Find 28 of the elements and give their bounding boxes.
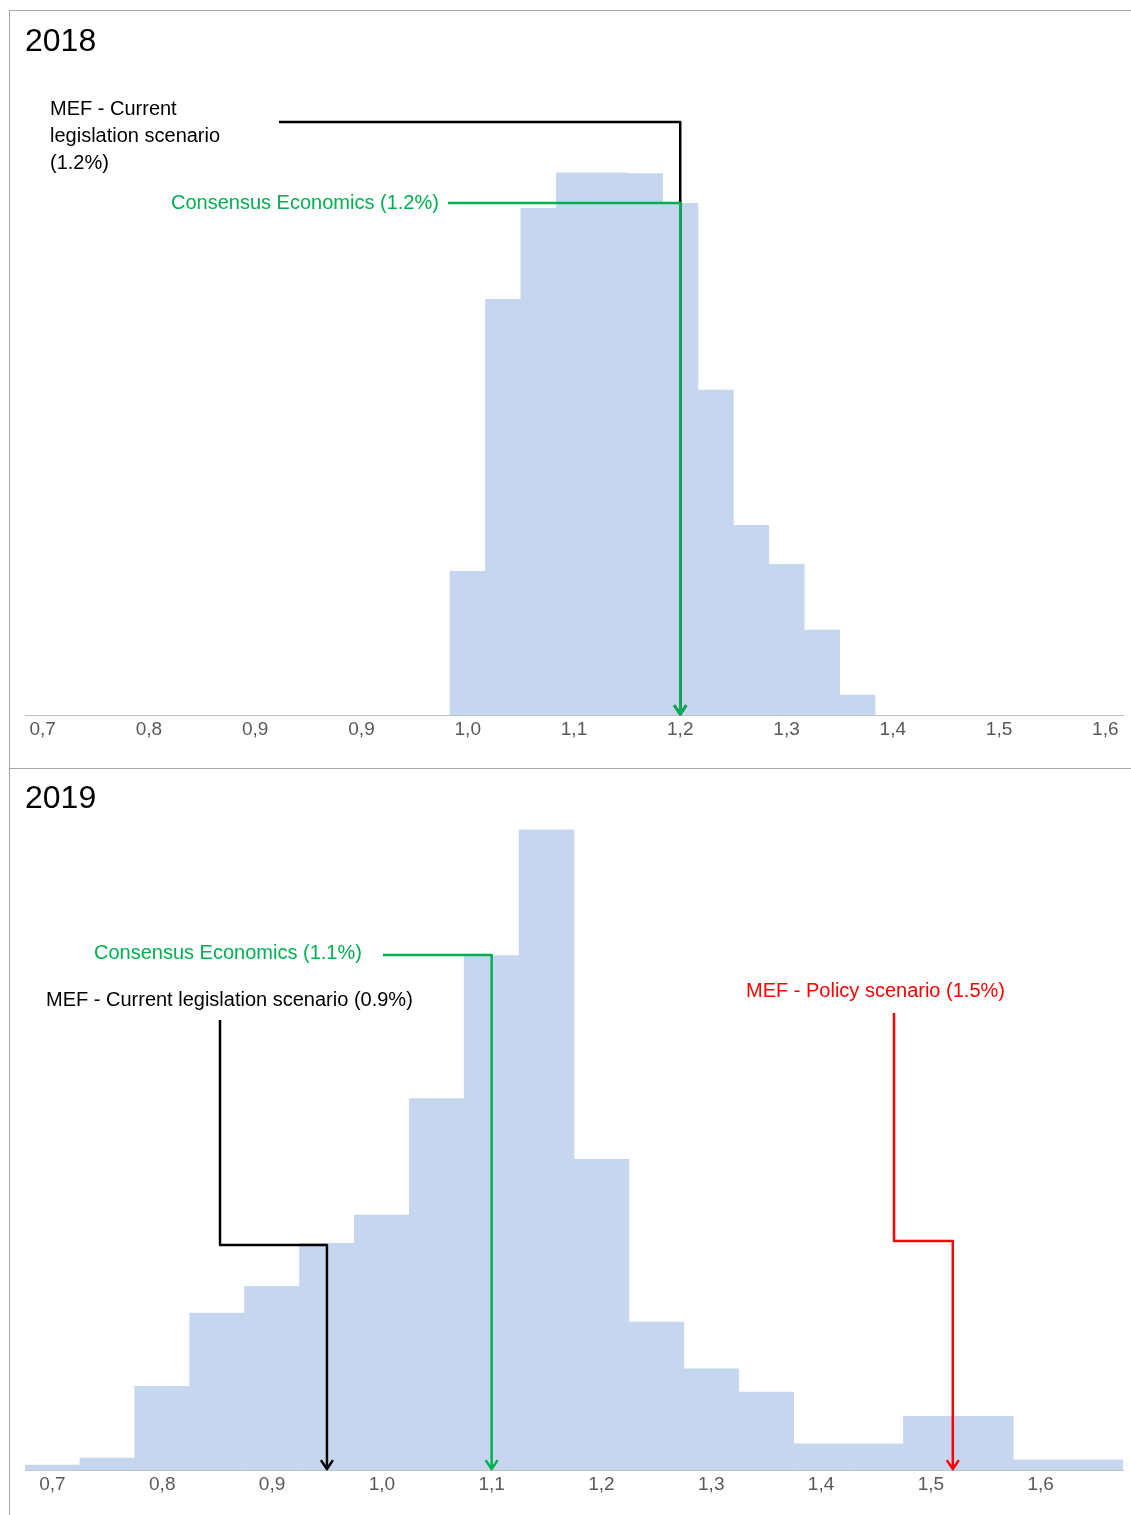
x-tick-label: 1,0 bbox=[454, 717, 481, 739]
x-tick-label: 1,2 bbox=[667, 717, 694, 739]
x-tick-label: 1,3 bbox=[698, 1472, 725, 1494]
x-tick-label: 1,4 bbox=[879, 717, 907, 739]
x-tick-label: 0,9 bbox=[348, 717, 375, 739]
x-tick-label: 1,6 bbox=[1092, 717, 1119, 739]
x-tick-label: 1,1 bbox=[560, 717, 588, 739]
x-tick-label: 0,7 bbox=[29, 717, 56, 739]
chart-title: 2018 bbox=[25, 22, 97, 59]
x-tick-label: 1,1 bbox=[478, 1472, 505, 1494]
x-tick-label: 1,6 bbox=[1027, 1472, 1054, 1494]
ref-line-label: Consensus Economics (1.1%) bbox=[94, 940, 362, 963]
x-tick-label: 1,0 bbox=[368, 1472, 396, 1494]
x-tick-label: 0,9 bbox=[242, 717, 269, 739]
x-tick-label: 0,8 bbox=[135, 717, 163, 739]
x-tick-label: 0,7 bbox=[39, 1472, 66, 1494]
x-tick-label: 1,2 bbox=[588, 1472, 615, 1494]
x-tick-label: 1,5 bbox=[985, 717, 1013, 739]
x-tick-label: 1,3 bbox=[773, 717, 800, 739]
x-tick-label: 0,8 bbox=[149, 1472, 176, 1494]
x-tick-label: 0,9 bbox=[258, 1472, 286, 1494]
ref-line-label: Consensus Economics (1.2%) bbox=[171, 190, 439, 213]
ref-line-label: MEF - Current legislation scenario (0.9%) bbox=[46, 987, 413, 1010]
ref-line-label: MEF - Current legislation scenario (1.2%) bbox=[50, 96, 221, 173]
ref-line-label: MEF - Policy scenario (1.5%) bbox=[746, 978, 1005, 1001]
x-tick-label: 1,5 bbox=[917, 1472, 945, 1494]
x-tick-label: 1,4 bbox=[807, 1472, 835, 1494]
chart-title: 2019 bbox=[25, 779, 97, 816]
